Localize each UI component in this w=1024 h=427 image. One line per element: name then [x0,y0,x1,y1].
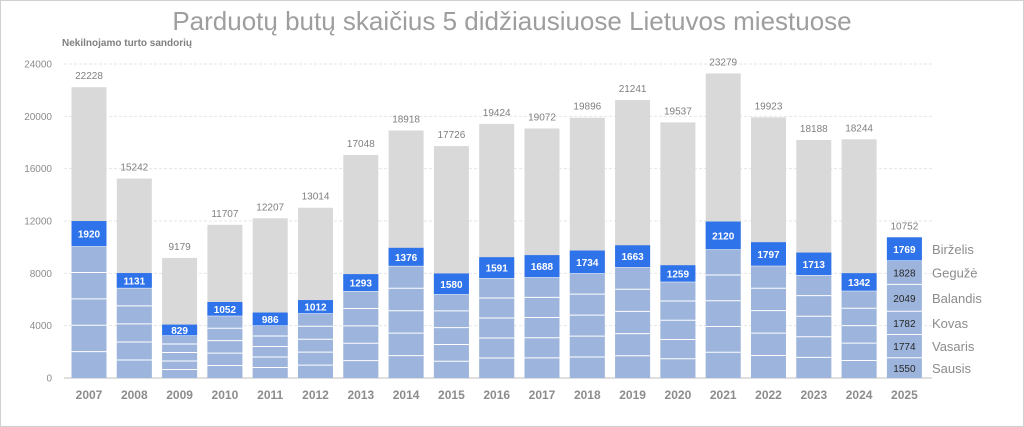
month-name-label: Sausis [932,361,972,376]
june-value-label: 1012 [304,303,327,314]
first-half-bar [388,247,424,378]
total-value-label: 17726 [437,130,465,141]
total-value-label: 12207 [256,202,284,213]
june-segment [886,237,922,261]
total-value-label: 22228 [75,71,103,82]
x-tick-label: 2022 [755,388,782,402]
x-tick-label: 2016 [483,388,510,402]
june-segment [71,221,107,247]
june-segment [615,245,651,268]
june-value-label: 1797 [757,250,780,261]
june-segment [524,255,560,278]
month-name-label: Kovas [932,316,969,331]
total-value-label: 19072 [528,112,556,123]
june-value-label: 1713 [803,260,826,271]
x-tick-label: 2017 [529,388,556,402]
y-tick-label: 20000 [24,112,52,123]
total-value-label: 10752 [890,221,918,232]
x-tick-label: 2020 [665,388,692,402]
y-tick-label: 8000 [30,269,53,280]
x-tick-label: 2010 [212,388,239,402]
x-tick-label: 2007 [76,388,103,402]
x-tick-label: 2025 [891,388,918,402]
june-segment [660,265,696,282]
june-segment [298,300,333,314]
june-value-label: 1591 [486,264,509,275]
june-value-label: 1769 [893,245,916,256]
chart-title: Parduotų butų skaičius 5 didžiausiuose L… [172,6,852,36]
month-name-label: Gegužė [932,265,978,280]
june-value-label: 1259 [667,269,690,280]
x-tick-label: 2012 [302,388,329,402]
june-value-label: 986 [262,315,279,326]
total-value-label: 18918 [392,114,420,125]
june-segment [116,273,152,288]
june-segment [479,257,515,279]
june-value-label: 1376 [395,253,418,264]
june-value-label: 1734 [576,258,599,269]
june-segment [569,250,605,274]
june-value-label: 2120 [712,231,735,242]
total-value-label: 19537 [664,106,692,117]
x-tick-label: 2015 [438,388,465,402]
june-value-label: 1688 [531,262,554,273]
june-value-label: 1131 [123,276,145,287]
x-tick-label: 2008 [121,388,148,402]
total-value-label: 19896 [573,102,601,113]
y-tick-label: 12000 [24,217,52,228]
june-segment [207,301,243,316]
total-value-label: 11707 [211,209,239,220]
june-segment [841,273,877,291]
june-segment [162,324,198,336]
june-segment [751,242,786,266]
june-value-label: 1663 [621,252,644,263]
total-value-label: 15242 [120,163,148,174]
month-value-label: 1774 [893,342,916,353]
total-value-label: 23279 [709,57,737,68]
june-value-label: 1580 [440,280,463,291]
y-tick-label: 0 [46,374,52,385]
x-tick-label: 2019 [619,388,646,402]
june-segment [343,274,379,292]
total-value-label: 19424 [483,108,511,119]
june-value-label: 829 [171,326,188,337]
june-value-label: 1920 [78,230,101,241]
y-tick-label: 4000 [30,321,53,332]
y-tick-label: 24000 [24,60,52,71]
june-segment [433,273,469,295]
chart-subtitle: Nekilnojamo turto sandorių [62,38,193,49]
june-segment [252,312,288,326]
month-value-label: 1828 [893,268,916,279]
month-value-label: 2049 [893,294,916,305]
month-value-label: 1550 [893,364,916,375]
month-value-label: 1782 [893,319,916,330]
total-value-label: 19923 [755,101,783,112]
total-value-label: 17048 [347,139,375,150]
june-segment [705,221,741,250]
total-value-label: 9179 [168,242,191,253]
x-tick-label: 2023 [800,388,827,402]
june-segment [796,252,832,275]
june-value-label: 1342 [848,278,871,289]
x-tick-label: 2009 [166,388,193,402]
june-value-label: 1052 [214,305,237,316]
y-tick-label: 16000 [24,164,52,175]
month-name-label: Balandis [932,291,982,306]
total-value-label: 13014 [302,192,330,203]
x-tick-label: 2021 [710,388,737,402]
x-tick-label: 2024 [846,388,873,402]
june-value-label: 1293 [350,279,373,290]
total-value-label: 18188 [800,124,828,135]
first-half-bar [116,273,152,378]
month-name-label: Birželis [932,242,974,257]
total-value-label: 21241 [619,84,647,95]
x-tick-label: 2013 [347,388,374,402]
x-tick-label: 2011 [257,388,283,402]
month-name-label: Vasaris [932,339,975,354]
june-segment [388,247,424,266]
x-tick-label: 2014 [393,388,420,402]
total-value-label: 18244 [845,123,873,134]
x-tick-label: 2018 [574,388,601,402]
